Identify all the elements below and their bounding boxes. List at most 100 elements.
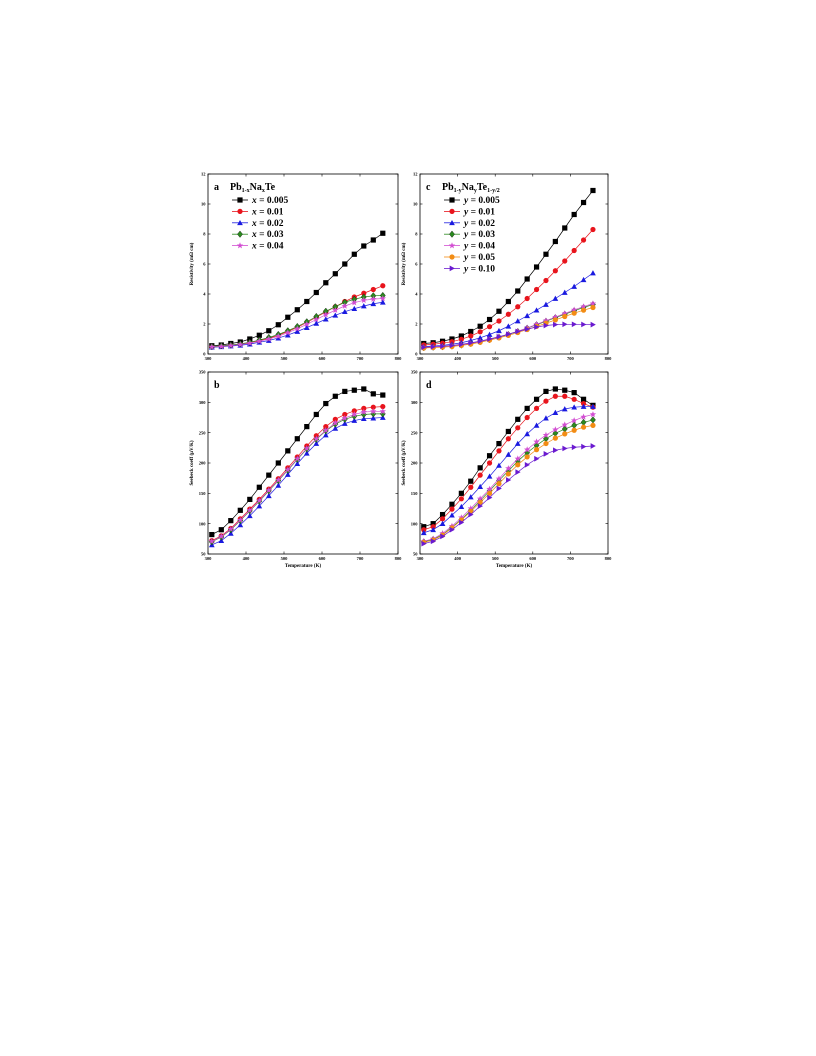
data-point <box>514 318 521 324</box>
data-point <box>265 492 272 499</box>
data-point <box>256 332 262 338</box>
y-tick-label: 6 <box>415 262 418 267</box>
legend-entry: x = 0.03 <box>251 230 284 240</box>
data-point <box>285 314 291 320</box>
data-point <box>379 408 387 415</box>
data-point <box>505 298 511 305</box>
data-point <box>380 230 386 236</box>
data-point <box>590 422 596 428</box>
data-point <box>477 323 483 329</box>
series-d-2 <box>420 403 596 536</box>
legend-marker <box>448 242 456 249</box>
data-point <box>294 307 300 313</box>
data-point <box>533 438 540 445</box>
data-point <box>430 343 437 350</box>
data-point <box>351 305 358 312</box>
y-axis-label: Resistivity (mΩ cm) <box>190 242 195 285</box>
data-point <box>246 512 253 519</box>
data-point <box>370 295 377 302</box>
data-point <box>370 286 376 293</box>
data-point <box>303 324 310 330</box>
data-point <box>332 306 339 313</box>
data-point <box>439 516 446 522</box>
y-tick-label: 250 <box>199 430 207 435</box>
data-point <box>580 403 587 409</box>
data-point <box>351 411 358 418</box>
panel-letter-d: d <box>426 380 432 391</box>
series-d-6 <box>421 443 596 547</box>
data-point <box>524 431 531 437</box>
y-tick-label: 12 <box>413 172 418 177</box>
data-point <box>322 432 329 438</box>
x-tick-label: 600 <box>319 356 327 361</box>
data-point <box>313 289 319 296</box>
plot-frame <box>207 173 399 355</box>
data-point <box>543 388 549 395</box>
data-point <box>303 450 310 456</box>
data-point <box>342 261 348 267</box>
data-point <box>449 526 455 533</box>
y-tick-label: 100 <box>411 521 419 526</box>
data-point <box>505 428 511 435</box>
data-point <box>543 440 549 447</box>
x-tick-label: 400 <box>243 356 251 361</box>
data-point <box>581 321 587 328</box>
data-point <box>589 411 597 418</box>
data-point <box>571 390 577 396</box>
data-point <box>496 333 502 340</box>
data-point <box>246 506 254 514</box>
x-tick-label: 800 <box>395 556 403 561</box>
data-point <box>543 451 549 457</box>
x-tick-label: 400 <box>454 356 462 361</box>
data-point <box>458 503 465 510</box>
data-point <box>379 299 386 305</box>
data-point <box>361 386 367 392</box>
legend-entry: y = 0.10 <box>463 264 495 274</box>
data-point <box>571 404 578 410</box>
data-point <box>360 408 368 415</box>
data-point <box>514 455 521 462</box>
data-point <box>459 341 465 348</box>
series-d-0 <box>421 386 596 530</box>
data-point <box>543 251 549 257</box>
data-point <box>209 531 215 538</box>
data-point <box>468 478 474 484</box>
data-point <box>421 527 427 533</box>
data-point <box>553 447 559 454</box>
data-point <box>439 520 446 527</box>
data-point <box>524 454 530 460</box>
data-point <box>285 448 291 454</box>
data-point <box>468 511 474 518</box>
y-tick-label: 6 <box>203 262 206 267</box>
data-point <box>486 316 493 323</box>
data-point <box>543 322 549 329</box>
data-point <box>515 425 521 431</box>
data-point <box>256 337 263 344</box>
data-point <box>477 499 483 506</box>
data-point <box>533 396 540 402</box>
data-point <box>458 490 464 496</box>
data-point <box>332 271 338 277</box>
data-point <box>313 435 320 442</box>
data-point <box>421 344 427 351</box>
legend-entry: y = 0.01 <box>463 207 495 217</box>
data-point <box>322 316 329 322</box>
data-point <box>533 405 540 411</box>
data-point <box>449 512 455 518</box>
x-tick-label: 600 <box>529 356 537 361</box>
data-point <box>332 425 339 431</box>
legend-marker <box>237 197 243 203</box>
data-point <box>562 225 568 231</box>
legend-marker <box>449 197 455 203</box>
data-point <box>341 420 348 426</box>
panel-d: 300 400 500 600 700 800 50 100 150 200 250 300 350 Te… <box>402 370 612 569</box>
data-point <box>506 331 512 338</box>
data-point <box>486 473 493 479</box>
data-point <box>562 258 568 264</box>
data-point <box>486 490 493 496</box>
data-point <box>543 277 549 284</box>
series-a-4 <box>208 295 387 350</box>
data-point <box>332 393 338 399</box>
